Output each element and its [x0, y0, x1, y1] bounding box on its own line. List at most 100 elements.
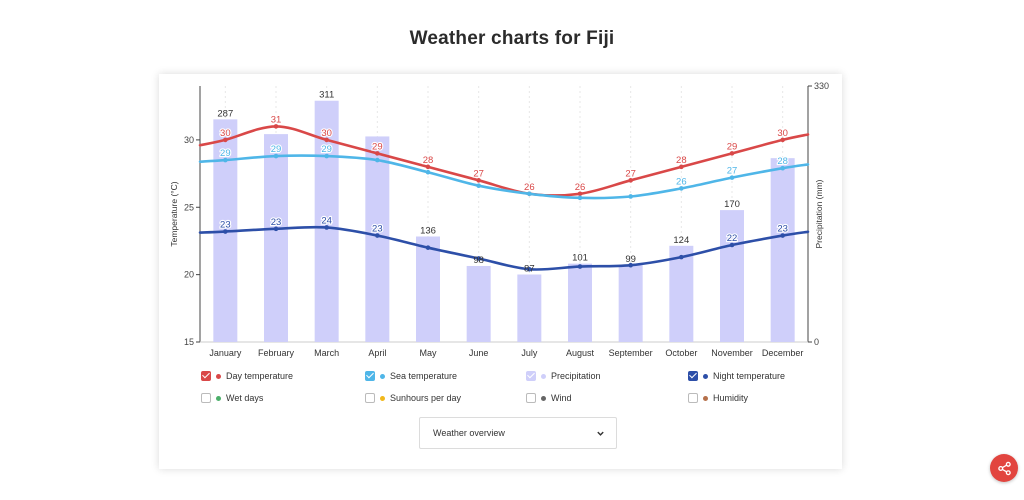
- x-tick-label: September: [609, 348, 653, 358]
- x-tick-label: April: [368, 348, 386, 358]
- legend-item-night-temperature[interactable]: Night temperature: [688, 368, 785, 384]
- y2-axis-title: Precipitation (mm): [814, 179, 824, 248]
- y-tick-label: 15: [184, 337, 194, 347]
- series-dot-icon: [703, 395, 708, 401]
- checkbox[interactable]: [688, 371, 698, 381]
- night-temperature-point: [375, 233, 380, 238]
- sea-temperature-point: [223, 157, 228, 163]
- night-temperature-point: [628, 262, 633, 268]
- day-temperature-point: [780, 137, 785, 143]
- sea-temperature-point: [628, 194, 633, 199]
- legend-label: Wind: [551, 393, 572, 403]
- day-temperature-label: 30: [220, 128, 231, 139]
- x-tick-label: January: [209, 348, 242, 358]
- precipitation-bar: [365, 136, 390, 342]
- x-tick-label: June: [469, 348, 489, 358]
- day-temperature-label: 26: [524, 182, 535, 193]
- sea-temperature-label: 29: [220, 148, 231, 159]
- sea-temperature-label: 28: [777, 156, 788, 167]
- precipitation-bar: [568, 263, 592, 342]
- sea-temperature-point: [527, 191, 532, 197]
- day-temperature-point: [476, 178, 481, 183]
- sea-temperature-point: [324, 153, 329, 159]
- x-tick-label: May: [419, 348, 437, 358]
- sea-temperature-point: [476, 183, 481, 189]
- x-tick-label: March: [314, 348, 339, 358]
- precipitation-label: 98: [473, 255, 484, 266]
- sea-temperature-point: [679, 186, 684, 191]
- precipitation-label: 136: [420, 225, 436, 236]
- legend-item-humidity[interactable]: Humidity: [688, 390, 748, 406]
- day-temperature-point: [273, 124, 279, 129]
- legend-item-wet-days[interactable]: Wet days: [201, 390, 263, 406]
- sea-temperature-point: [780, 165, 785, 171]
- series-dot-icon: [541, 373, 546, 379]
- legend-item-precipitation[interactable]: Precipitation: [526, 368, 601, 384]
- precipitation-label: 87: [524, 264, 535, 275]
- night-temperature-label: 24: [321, 215, 332, 226]
- series-dot-icon: [216, 373, 221, 379]
- legend-label: Precipitation: [551, 371, 601, 381]
- day-temperature-label: 30: [321, 128, 332, 139]
- precipitation-label: 287: [217, 108, 233, 119]
- series-dot-icon: [380, 395, 385, 401]
- day-temperature-label: 27: [473, 168, 484, 179]
- chart-type-dropdown[interactable]: Weather overview: [419, 417, 617, 449]
- night-temperature-point: [223, 229, 228, 234]
- checkbox[interactable]: [201, 393, 211, 403]
- legend-label: Wet days: [226, 393, 264, 403]
- series-dot-icon: [541, 395, 546, 401]
- sea-temperature-point: [425, 169, 431, 175]
- night-temperature-point: [780, 233, 785, 238]
- checkbox[interactable]: [688, 393, 698, 403]
- night-temperature-point: [577, 264, 583, 269]
- checkbox[interactable]: [526, 371, 536, 381]
- y-tick-label: 20: [184, 270, 194, 280]
- night-temperature-point: [729, 242, 735, 248]
- sea-temperature-label: 26: [676, 176, 687, 187]
- night-temperature-point: [273, 226, 279, 232]
- night-temperature-label: 23: [271, 217, 282, 228]
- share-button[interactable]: [990, 454, 1018, 482]
- sea-temperature-label: 29: [271, 144, 282, 155]
- chart-card: 15 20 25 30 0 330 Temperature (°C) Precipitatio…: [159, 74, 842, 469]
- series-dot-icon: [380, 373, 385, 379]
- x-tick-label: October: [665, 348, 697, 358]
- legend-label: Night temperature: [713, 371, 786, 381]
- legend-item-sunhours-per-day[interactable]: Sunhours per day: [365, 390, 461, 406]
- precipitation-label: 170: [724, 199, 740, 210]
- legend-item-day-temperature[interactable]: Day temperature: [201, 368, 293, 384]
- legend-label: Day temperature: [226, 371, 294, 381]
- day-temperature-point: [375, 151, 380, 156]
- y2-tick-label: 0: [814, 337, 819, 347]
- share-icon: [997, 461, 1011, 475]
- checkbox[interactable]: [365, 393, 375, 403]
- day-temperature-line: [198, 125, 810, 197]
- checkbox[interactable]: [201, 371, 211, 381]
- chevron-down-icon: [597, 431, 604, 436]
- night-temperature-point: [425, 245, 431, 250]
- day-temperature-point: [729, 151, 735, 156]
- day-temperature-label: 31: [271, 114, 282, 125]
- precipitation-bar: [669, 245, 694, 342]
- sea-temperature-label: 29: [321, 144, 332, 155]
- checkbox[interactable]: [365, 371, 375, 381]
- day-temperature-point: [577, 191, 583, 197]
- legend-item-sea-temperature[interactable]: Sea temperature: [365, 368, 457, 384]
- x-tick-label: December: [762, 348, 804, 358]
- day-temperature-label: 27: [625, 168, 636, 179]
- chart-legend: Day temperature Sea temperature Precipit…: [201, 368, 801, 412]
- night-temperature-point: [324, 225, 329, 230]
- dropdown-value: Weather overview: [433, 428, 505, 438]
- night-temperature-label: 23: [220, 220, 231, 231]
- precipitation-bar: [264, 134, 288, 342]
- day-temperature-label: 28: [676, 155, 687, 166]
- x-tick-label: August: [566, 348, 595, 358]
- day-temperature-point: [628, 178, 633, 183]
- legend-label: Sea temperature: [390, 371, 458, 381]
- night-temperature-label: 23: [372, 224, 383, 235]
- day-temperature-point: [679, 164, 684, 170]
- checkbox[interactable]: [526, 393, 536, 403]
- night-temperature-label: 23: [777, 224, 788, 235]
- legend-item-wind[interactable]: Wind: [526, 390, 572, 406]
